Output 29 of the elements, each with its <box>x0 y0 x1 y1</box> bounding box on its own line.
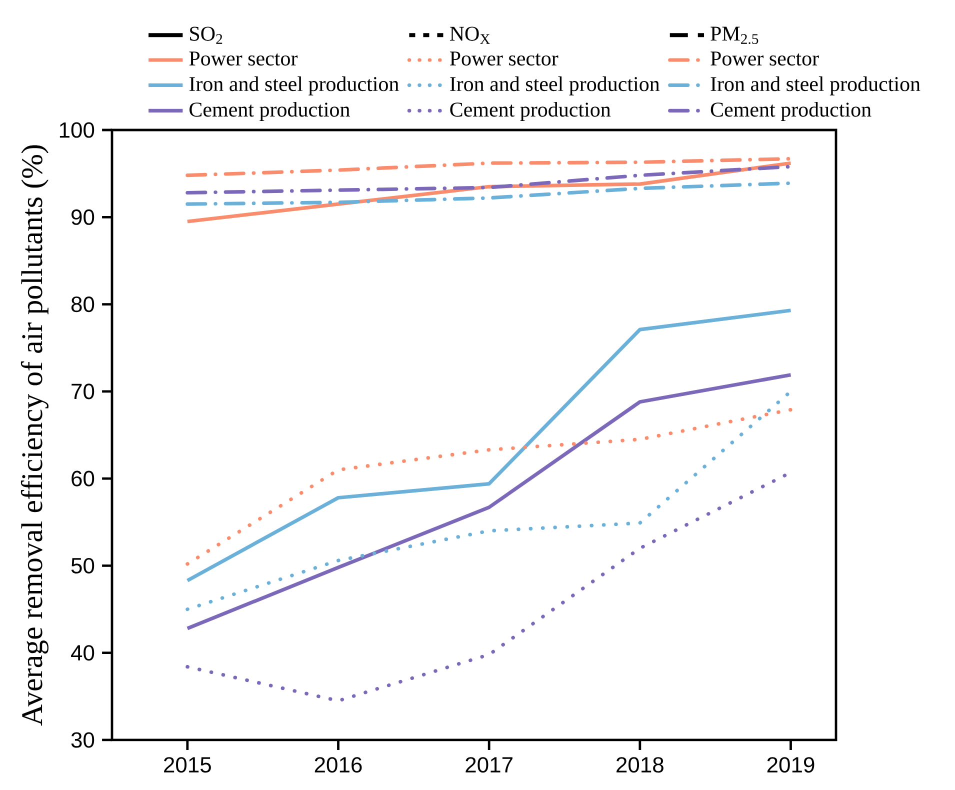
y-tick-label: 60 <box>72 470 94 486</box>
legend-label: Cement production <box>190 102 350 121</box>
legend-label: Cement production <box>710 102 872 121</box>
x-tick-label: 2016 <box>314 757 362 773</box>
y-tick-label: 30 <box>71 732 94 748</box>
legend-label: Iron and steel production <box>450 76 660 96</box>
x-tick-label: 2019 <box>767 757 814 773</box>
x-tick-label: 2017 <box>466 757 512 773</box>
legend-label: Iron and steel production <box>189 76 399 96</box>
y-axis-title: Average removal efficiency of air pollutants (%) <box>20 145 48 726</box>
legend-label: Cement production <box>450 102 611 121</box>
x-tick-label: 2018 <box>616 757 664 773</box>
line-series <box>186 308 793 582</box>
y-tick-label: 50 <box>71 558 94 574</box>
legend-label: Power sector <box>710 52 819 66</box>
line-series <box>186 181 793 206</box>
text: SO$_{2}$ <box>190 26 222 44</box>
y-tick-label: 40 <box>71 645 94 661</box>
text: PM$_{2.5}$ <box>710 26 758 44</box>
legend-label: Iron and steel production <box>710 76 920 96</box>
text: NO$_{X}$ <box>450 26 490 44</box>
legend-label: Power sector <box>450 52 558 66</box>
y-tick-label: 70 <box>72 384 94 400</box>
y-tick-label: 100 <box>60 122 94 138</box>
y-tick-label: 90 <box>72 209 94 225</box>
line-series <box>186 408 793 566</box>
legend-label: Power sector <box>189 52 298 66</box>
y-tick-label: 80 <box>71 296 94 312</box>
x-tick-label: 2015 <box>164 757 211 773</box>
